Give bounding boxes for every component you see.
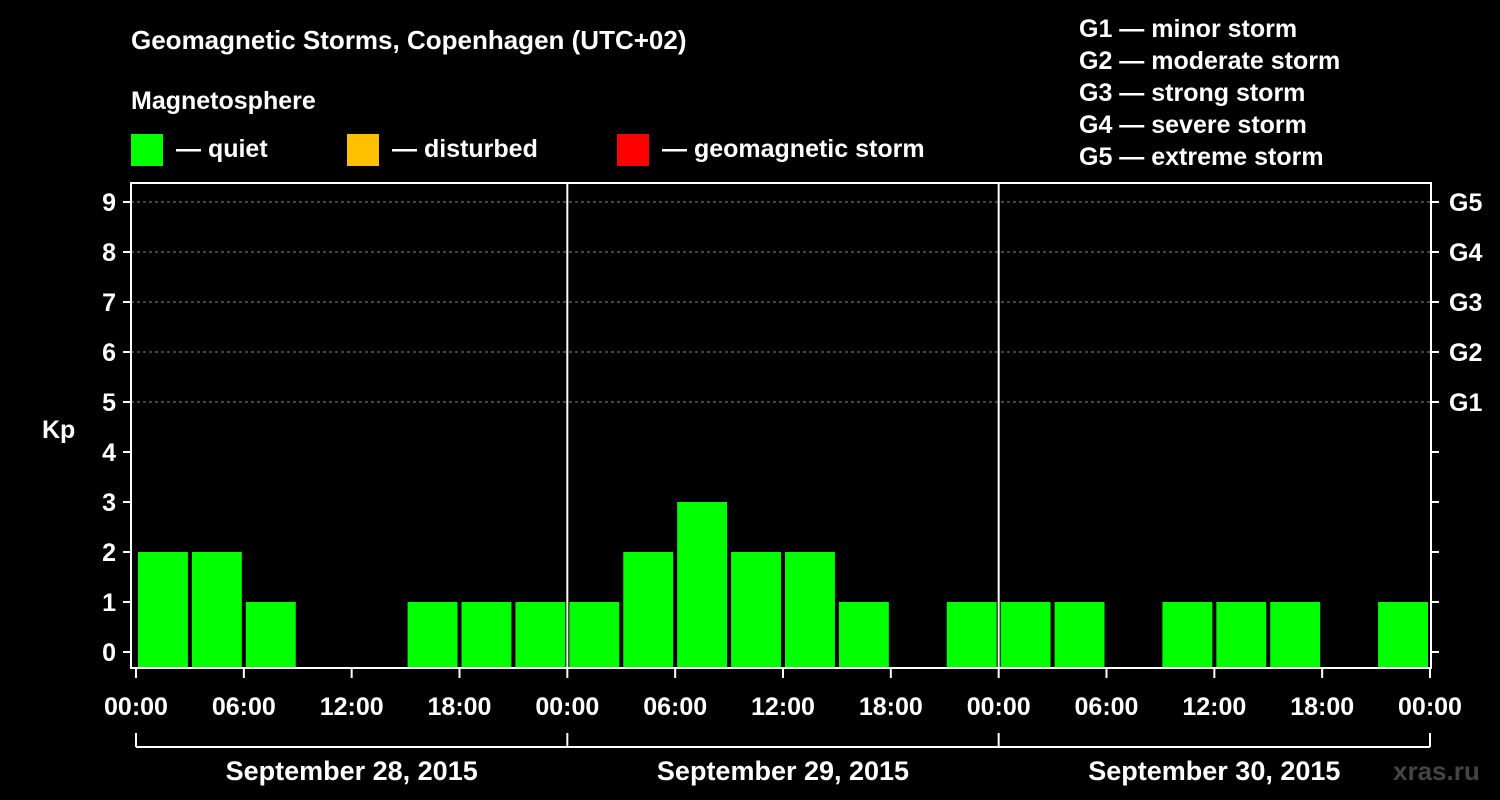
kp-bar — [946, 602, 997, 668]
storm-scale-label: G1 — [1449, 389, 1482, 417]
kp-bar — [245, 602, 296, 668]
y-tick-label: 3 — [102, 489, 116, 517]
x-tick-label: 06:00 — [1075, 693, 1139, 721]
kp-bar — [138, 552, 188, 668]
chart-subtitle: Magnetosphere — [131, 87, 316, 115]
kp-bar — [569, 602, 620, 668]
kp-bar — [838, 602, 889, 668]
kp-bar — [785, 552, 835, 668]
x-tick-label: 12:00 — [1182, 693, 1246, 721]
storm-scale-label: G3 — [1449, 289, 1482, 317]
scale-legend-item: G1 — minor storm — [1079, 15, 1297, 43]
legend-label: — quiet — [176, 135, 268, 163]
y-tick-label: 6 — [102, 339, 116, 367]
x-tick-label: 00:00 — [967, 693, 1031, 721]
plot-frame — [130, 182, 1432, 669]
kp-bars — [138, 502, 1428, 668]
legend-swatch — [617, 134, 649, 166]
kp-bar — [677, 502, 728, 668]
y-tick-label: 8 — [102, 239, 116, 267]
x-tick-label: 12:00 — [751, 693, 815, 721]
storm-scale-label: G2 — [1449, 339, 1482, 367]
y-tick-label: 9 — [102, 189, 116, 217]
scale-legend-item: G4 — severe storm — [1079, 111, 1307, 139]
kp-bar — [407, 602, 458, 668]
y-tick-label: 7 — [102, 289, 116, 317]
kp-bar — [1000, 602, 1051, 668]
day-label: September 30, 2015 — [1088, 756, 1340, 786]
storm-scale-label: G5 — [1449, 189, 1482, 217]
legend-label: — geomagnetic storm — [662, 135, 925, 163]
y-tick-label: 4 — [102, 439, 116, 467]
chart-title: Geomagnetic Storms, Copenhagen (UTC+02) — [131, 25, 686, 55]
kp-bar — [1378, 602, 1428, 668]
x-tick-label: 18:00 — [1290, 693, 1354, 721]
kp-bar — [1162, 602, 1213, 668]
kp-bar — [1054, 602, 1105, 668]
y-tick-label: 1 — [102, 589, 116, 617]
grid-lines — [131, 201, 1431, 403]
watermark: xras.ru — [1393, 756, 1480, 786]
storm-scale-legend: G1 — minor storm G2 — moderate storm G3 — … — [1079, 15, 1340, 171]
x-tick-label: 00:00 — [104, 693, 168, 721]
scale-legend-item: G3 — strong storm — [1079, 79, 1305, 107]
kp-bar — [461, 602, 512, 668]
x-tick-label: 12:00 — [320, 693, 384, 721]
scale-legend-item: G2 — moderate storm — [1079, 47, 1340, 75]
kp-bar — [515, 602, 566, 668]
x-tick-label: 00:00 — [1398, 693, 1462, 721]
kp-bar — [731, 552, 781, 668]
scale-legend-item: G5 — extreme storm — [1079, 143, 1324, 171]
kp-bar — [1216, 602, 1267, 668]
day-label: September 28, 2015 — [226, 756, 478, 786]
y-tick-label: 2 — [102, 539, 116, 567]
legend-swatch — [131, 134, 163, 166]
y-tick-label: 5 — [102, 389, 116, 417]
kp-bar — [191, 552, 242, 668]
status-legend: — quiet — disturbed — geomagnetic storm — [131, 134, 925, 166]
x-tick-label: 06:00 — [643, 693, 707, 721]
y-tick-label: 0 — [102, 639, 116, 667]
axes: 0 1 2 3 4 5 6 7 8 9 G1 G2 G3 G4 G5 00:00 06:00 12:00 18:00… — [102, 182, 1482, 786]
kp-bar — [623, 552, 674, 668]
x-tick-label: 06:00 — [212, 693, 276, 721]
x-tick-label: 18:00 — [859, 693, 923, 721]
storm-scale-label: G4 — [1449, 239, 1482, 267]
y-axis-label: Kp — [42, 416, 75, 444]
day-label: September 29, 2015 — [657, 756, 909, 786]
legend-label: — disturbed — [392, 135, 538, 163]
x-tick-label: 18:00 — [428, 693, 492, 721]
x-tick-label: 00:00 — [535, 693, 599, 721]
kp-bar — [1270, 602, 1321, 668]
legend-swatch — [347, 134, 379, 166]
